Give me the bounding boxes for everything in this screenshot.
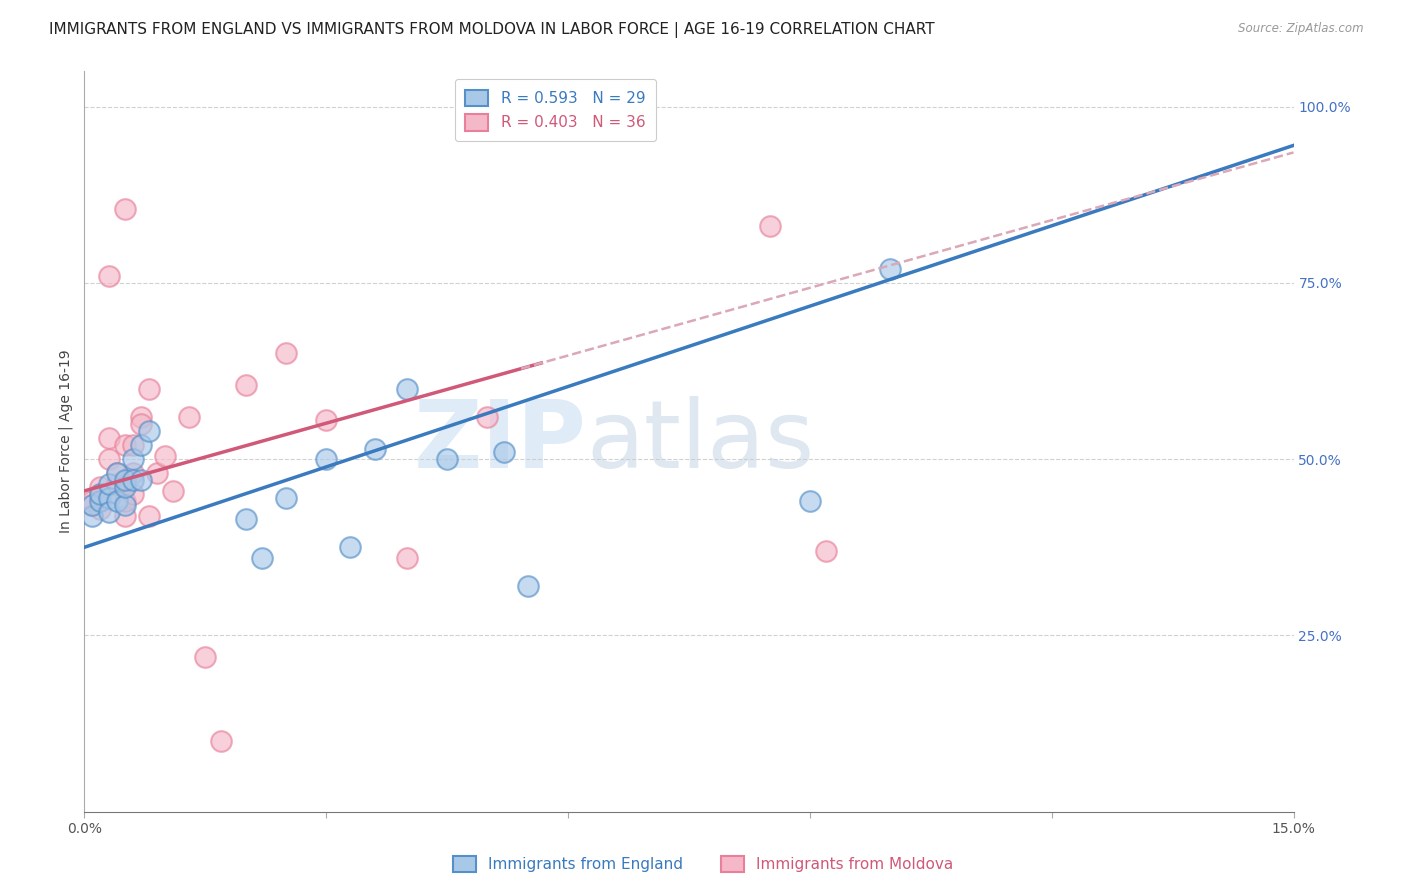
Point xyxy=(114,494,136,508)
Point xyxy=(274,491,297,505)
Point xyxy=(395,382,418,396)
Point xyxy=(114,508,136,523)
Point xyxy=(114,473,136,487)
Point xyxy=(129,417,152,431)
Point xyxy=(105,476,128,491)
Point xyxy=(97,476,120,491)
Point xyxy=(153,449,176,463)
Point xyxy=(146,467,169,481)
Point xyxy=(315,452,337,467)
Point xyxy=(82,508,104,523)
Point xyxy=(89,494,111,508)
Point xyxy=(121,452,143,467)
Point xyxy=(89,487,111,501)
Point xyxy=(799,494,821,508)
Point xyxy=(97,268,120,283)
Text: Source: ZipAtlas.com: Source: ZipAtlas.com xyxy=(1239,22,1364,36)
Point xyxy=(97,491,120,505)
Point xyxy=(179,409,201,424)
Point xyxy=(89,487,111,501)
Point xyxy=(121,467,143,481)
Point xyxy=(121,473,143,487)
Point xyxy=(138,508,160,523)
Point xyxy=(114,480,136,494)
Point xyxy=(114,438,136,452)
Point xyxy=(129,473,152,487)
Point xyxy=(209,734,232,748)
Point xyxy=(274,346,297,360)
Point xyxy=(879,261,901,276)
Point xyxy=(105,494,128,508)
Point xyxy=(97,431,120,445)
Point xyxy=(138,382,160,396)
Point xyxy=(82,498,104,512)
Point xyxy=(97,452,120,467)
Point xyxy=(121,438,143,452)
Point xyxy=(82,494,104,508)
Point xyxy=(235,378,257,392)
Point xyxy=(814,544,837,558)
Point xyxy=(97,487,120,501)
Point xyxy=(758,219,780,234)
Point xyxy=(114,476,136,491)
Point xyxy=(315,413,337,427)
Point xyxy=(395,550,418,565)
Text: IMMIGRANTS FROM ENGLAND VS IMMIGRANTS FROM MOLDOVA IN LABOR FORCE | AGE 16-19 CO: IMMIGRANTS FROM ENGLAND VS IMMIGRANTS FR… xyxy=(49,22,935,38)
Point xyxy=(114,202,136,216)
Y-axis label: In Labor Force | Age 16-19: In Labor Force | Age 16-19 xyxy=(59,350,73,533)
Point xyxy=(363,442,385,456)
Point xyxy=(516,579,538,593)
Point xyxy=(492,445,515,459)
Point xyxy=(235,512,257,526)
Point xyxy=(89,480,111,494)
Point xyxy=(436,452,458,467)
Point xyxy=(162,483,184,498)
Point xyxy=(129,409,152,424)
Point xyxy=(250,550,273,565)
Point xyxy=(129,438,152,452)
Point xyxy=(339,541,361,555)
Point xyxy=(477,409,499,424)
Text: atlas: atlas xyxy=(586,395,814,488)
Point xyxy=(97,505,120,519)
Point xyxy=(114,498,136,512)
Legend: R = 0.593   N = 29, R = 0.403   N = 36: R = 0.593 N = 29, R = 0.403 N = 36 xyxy=(454,79,657,141)
Point xyxy=(82,498,104,512)
Point xyxy=(89,501,111,516)
Point xyxy=(194,649,217,664)
Point xyxy=(105,467,128,481)
Point xyxy=(105,467,128,481)
Text: ZIP: ZIP xyxy=(413,395,586,488)
Legend: Immigrants from England, Immigrants from Moldova: Immigrants from England, Immigrants from… xyxy=(446,848,960,880)
Point xyxy=(121,487,143,501)
Point xyxy=(138,424,160,438)
